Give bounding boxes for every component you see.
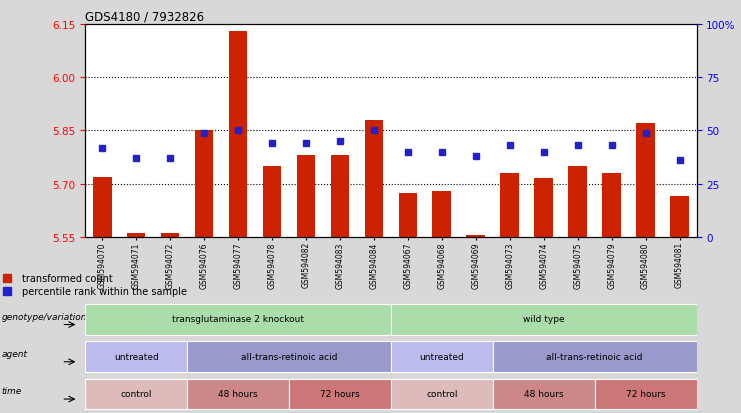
Bar [93,177,112,237]
Text: agent: agent [1,349,27,358]
Bar [534,179,553,237]
Bar [493,342,697,372]
Text: untreated: untreated [114,351,159,361]
Bar [594,379,697,409]
Bar [670,197,689,237]
Bar [85,379,187,409]
Bar [637,124,655,237]
Bar [602,173,621,237]
Text: percentile rank within the sample: percentile rank within the sample [22,286,187,296]
Text: genotype/variation: genotype/variation [1,312,87,321]
Text: GDS4180 / 7932826: GDS4180 / 7932826 [85,11,205,24]
Text: all-trans-retinoic acid: all-trans-retinoic acid [546,351,643,361]
Bar [187,379,289,409]
Text: transformed count: transformed count [22,274,113,284]
Bar [187,342,391,372]
Bar [262,166,282,237]
Bar [500,173,519,237]
Bar [161,234,179,237]
Bar [289,379,391,409]
Bar [391,304,697,335]
Bar [127,234,145,237]
Bar [466,236,485,237]
Bar [85,304,391,335]
Bar [365,121,383,237]
Text: 48 hours: 48 hours [219,389,258,398]
Bar [296,156,316,237]
Text: untreated: untreated [419,351,464,361]
Text: wild type: wild type [523,314,565,323]
Text: transglutaminase 2 knockout: transglutaminase 2 knockout [172,314,304,323]
Text: control: control [426,389,458,398]
Bar [399,193,417,237]
Bar [493,379,594,409]
Bar [330,156,349,237]
Bar [195,131,213,237]
Bar [433,191,451,237]
Text: control: control [120,389,152,398]
Bar [568,166,587,237]
Text: time: time [1,386,22,395]
Text: 72 hours: 72 hours [320,389,359,398]
Bar [85,342,187,372]
Text: 48 hours: 48 hours [524,389,563,398]
Bar [229,32,247,237]
Bar [391,342,493,372]
Text: all-trans-retinoic acid: all-trans-retinoic acid [241,351,337,361]
Text: 72 hours: 72 hours [626,389,665,398]
Bar [391,379,493,409]
